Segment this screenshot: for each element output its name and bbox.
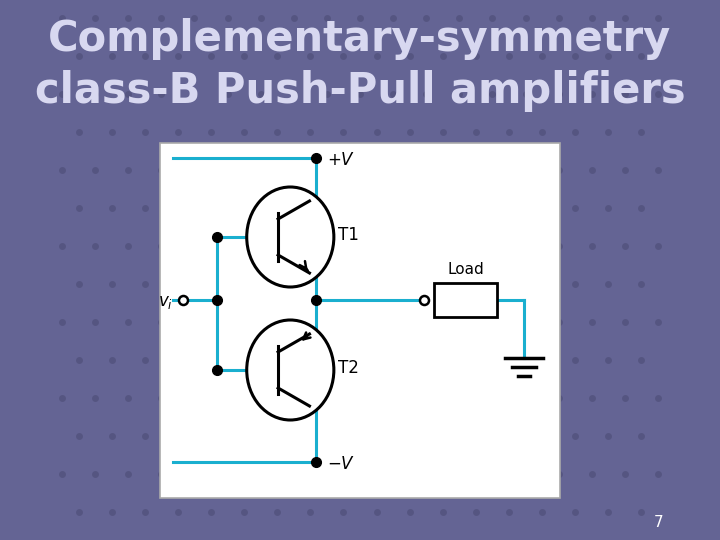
Text: +$V$: +$V$	[327, 151, 355, 169]
Circle shape	[247, 320, 334, 420]
Text: T2: T2	[338, 359, 359, 377]
Bar	[434, 283, 497, 317]
Text: Complementary-symmetry
class-B Push-Pull amplifiers: Complementary-symmetry class-B Push-Pull…	[35, 18, 685, 112]
Text: T1: T1	[338, 226, 359, 244]
Text: $v_i$: $v_i$	[158, 293, 173, 311]
Bar	[160, 143, 560, 498]
Text: 7: 7	[654, 515, 663, 530]
Text: Load: Load	[447, 262, 484, 277]
Text: $-V$: $-V$	[327, 455, 355, 473]
Circle shape	[247, 187, 334, 287]
